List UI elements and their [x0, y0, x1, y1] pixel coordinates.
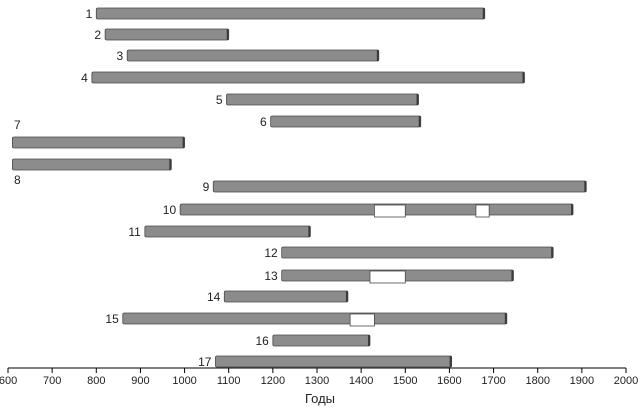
x-tick-label-1900: 1900: [570, 375, 594, 387]
bar-label-6: 6: [260, 115, 267, 129]
bar-label-13: 13: [264, 269, 278, 283]
bar-end-1: [482, 8, 485, 19]
bar-group-11: 11: [128, 225, 311, 239]
gap-15-1: [349, 313, 375, 327]
bar-group-3: 3: [116, 49, 380, 63]
gap-10-2: [475, 204, 490, 218]
bar-3: [126, 49, 380, 62]
x-tick-label-1000: 1000: [172, 375, 196, 387]
bar-group-5: 5: [216, 93, 419, 107]
x-tick-label-1100: 1100: [217, 375, 241, 387]
x-tick-label-1500: 1500: [393, 375, 417, 387]
bar-end-8: [169, 159, 172, 170]
bar-14: [223, 290, 349, 303]
x-tick-label-700: 700: [43, 375, 61, 387]
bar-8: [12, 158, 172, 171]
bar-label-17: 17: [198, 355, 212, 369]
bar-end-15: [504, 313, 507, 324]
bar-group-8: 8: [12, 158, 172, 187]
x-axis: 600 700 800 900 1000 1100 1200 1300 1400 1500 1600…: [0, 367, 638, 387]
x-tick-label-900: 900: [131, 375, 149, 387]
bar-6: [270, 115, 422, 128]
bar-end-14: [345, 291, 348, 302]
bar-label-8: 8: [14, 173, 21, 187]
bar-end-9: [584, 181, 587, 192]
bar-label-5: 5: [216, 93, 223, 107]
bar-group-1: 1: [86, 7, 486, 21]
bar-2: [104, 28, 230, 41]
bar-label-4: 4: [81, 71, 88, 85]
bar-group-10: 10: [163, 203, 574, 218]
bar-end-2: [226, 29, 229, 40]
bar-group-4: 4: [81, 71, 525, 85]
bar-4: [91, 71, 525, 84]
bar-end-5: [416, 94, 419, 105]
bar-end-4: [522, 72, 525, 83]
bar-group-6: 6: [260, 115, 422, 129]
bar-label-15: 15: [105, 312, 119, 326]
bar-label-7: 7: [14, 118, 21, 132]
bar-label-11: 11: [128, 225, 141, 239]
bar-17: [215, 355, 453, 368]
bar-label-14: 14: [207, 290, 221, 304]
bar-label-3: 3: [116, 49, 123, 63]
x-tick-label-1300: 1300: [305, 375, 329, 387]
x-tick-label-2000: 2000: [614, 375, 638, 387]
bar-end-10: [571, 204, 574, 215]
bar-label-1: 1: [86, 7, 93, 21]
bar-end-3: [376, 50, 379, 61]
bar-end-7: [182, 137, 185, 148]
bar-group-14: 14: [207, 290, 349, 304]
x-tick-label-1800: 1800: [525, 375, 549, 387]
bar-group-17: 17: [198, 355, 453, 369]
x-tick-label-600: 600: [0, 375, 17, 387]
bar-11: [144, 225, 311, 238]
bar-7: [12, 136, 185, 149]
gap-10-1: [373, 204, 406, 218]
bar-group-7: 7: [12, 118, 185, 149]
x-tick-label-1600: 1600: [437, 375, 461, 387]
bar-label-12: 12: [264, 246, 278, 260]
bar-12: [281, 246, 554, 259]
bar-end-17: [449, 356, 452, 367]
bar-group-12: 12: [264, 246, 554, 260]
bar-group-13: 13: [264, 269, 514, 284]
bar-label-10: 10: [163, 203, 177, 217]
bar-end-11: [308, 226, 311, 237]
bar-15: [122, 312, 508, 325]
gap-13-1: [369, 270, 406, 284]
bar-1: [95, 7, 486, 20]
bar-label-9: 9: [203, 180, 210, 194]
bar-group-2: 2: [94, 28, 230, 42]
x-tick-label-1700: 1700: [481, 375, 505, 387]
bar-end-12: [551, 247, 554, 258]
bar-5: [226, 93, 419, 106]
bar-9: [212, 180, 587, 193]
bar-16: [272, 334, 371, 347]
bar-group-9: 9: [203, 180, 587, 194]
x-tick-label-1200: 1200: [261, 375, 285, 387]
bar-end-6: [418, 116, 421, 127]
bar-label-2: 2: [94, 28, 101, 42]
bar-end-13: [511, 270, 514, 281]
bar-end-16: [367, 335, 370, 346]
bar-group-16: 16: [255, 334, 371, 348]
x-tick-label-1400: 1400: [349, 375, 373, 387]
bar-group-15: 15: [105, 312, 508, 327]
bar-label-16: 16: [255, 334, 269, 348]
x-tick-label-800: 800: [87, 375, 105, 387]
x-axis-title: Годы: [305, 391, 335, 406]
